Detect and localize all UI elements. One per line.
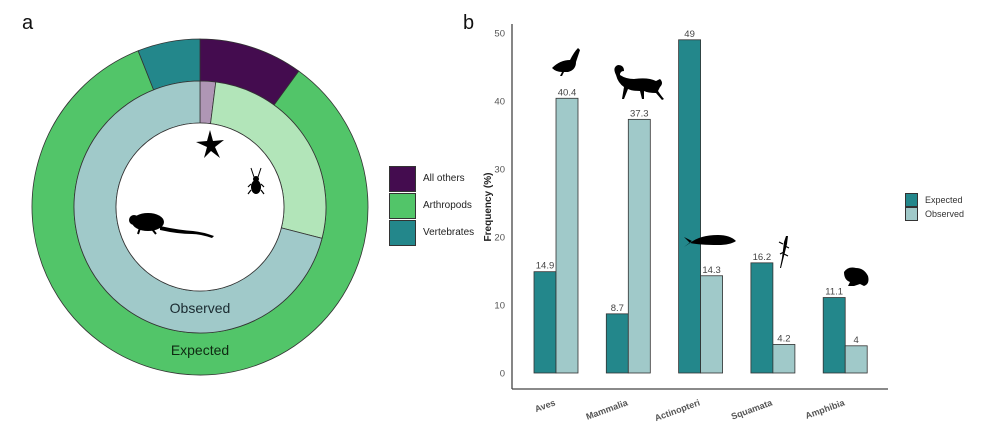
legend-swatch (905, 193, 918, 207)
bar-observed-mammalia (627, 118, 651, 374)
legend-label: Observed (925, 209, 965, 219)
data-label: 14.3 (702, 265, 721, 276)
bar-expected-actinopteri (678, 39, 701, 374)
bar-observed-actinopteri (700, 275, 723, 374)
legend-label: All others (423, 173, 465, 184)
bar-expected-aves (533, 271, 557, 374)
donut-chart: Observed Expected (31, 38, 369, 376)
bar-expected-mammalia (605, 313, 629, 374)
legend-item: Arthropods (389, 192, 474, 219)
y-tick-label: 50 (494, 29, 505, 40)
legend-item: All others (389, 165, 474, 192)
x-tick-label: Squamata (730, 397, 775, 421)
y-axis-label: Frequency (%) (483, 173, 494, 242)
bar-expected-amphibia (822, 297, 846, 374)
x-tick-label: Aves (533, 397, 556, 414)
data-label: 4 (854, 335, 859, 346)
legend-label: Vertebrates (423, 227, 475, 238)
data-label: 40.4 (558, 87, 577, 98)
data-label: 8.7 (611, 303, 624, 314)
data-label: 14.9 (536, 261, 555, 272)
x-tick-label: Mammalia (585, 397, 630, 422)
panel-label-b: b (463, 12, 475, 34)
y-tick-label: 10 (494, 301, 505, 312)
data-label: 49 (684, 29, 695, 40)
x-tick-label: Actinopteri (653, 397, 701, 423)
legend-label: Expected (925, 195, 963, 205)
legend-item: Vertebrates (389, 219, 474, 246)
panel-label-a: a (22, 12, 34, 34)
bar-observed-squamata (772, 344, 796, 374)
data-label: 37.3 (630, 108, 649, 119)
x-tick-label: Amphibia (804, 397, 847, 421)
rodent-icon (129, 213, 214, 238)
legend-label: Arthropods (423, 200, 472, 211)
monkey-icon (614, 65, 664, 100)
donut-legend: All others Arthropods Vertebrates (389, 165, 474, 246)
ring-label-observed: Observed (170, 300, 231, 316)
donut-hole (115, 122, 285, 292)
ring-label-expected: Expected (171, 342, 229, 358)
bar-observed-amphibia (844, 345, 868, 374)
y-tick-label: 30 (494, 165, 505, 176)
legend-item: Observed (905, 207, 964, 221)
bar-legend: Expected Observed (905, 193, 964, 221)
y-tick-label: 20 (494, 233, 505, 244)
data-label: 11.1 (825, 287, 843, 298)
bar-observed-aves (555, 97, 579, 374)
legend-swatch (389, 219, 416, 246)
data-label: 16.2 (753, 252, 772, 263)
frog-icon (844, 267, 869, 286)
starfish-icon (196, 130, 224, 158)
y-tick-label: 40 (494, 97, 505, 108)
beetle-icon (247, 167, 265, 195)
fish-icon (684, 235, 736, 247)
data-label: 4.2 (777, 333, 790, 344)
legend-swatch (905, 207, 918, 221)
lizard-icon (778, 236, 790, 268)
legend-swatch (389, 165, 416, 192)
bar-expected-squamata (750, 262, 774, 374)
legend-swatch (389, 192, 416, 219)
legend-item: Expected (905, 193, 964, 207)
bird-icon (552, 48, 580, 76)
y-tick-label: 0 (500, 369, 505, 380)
